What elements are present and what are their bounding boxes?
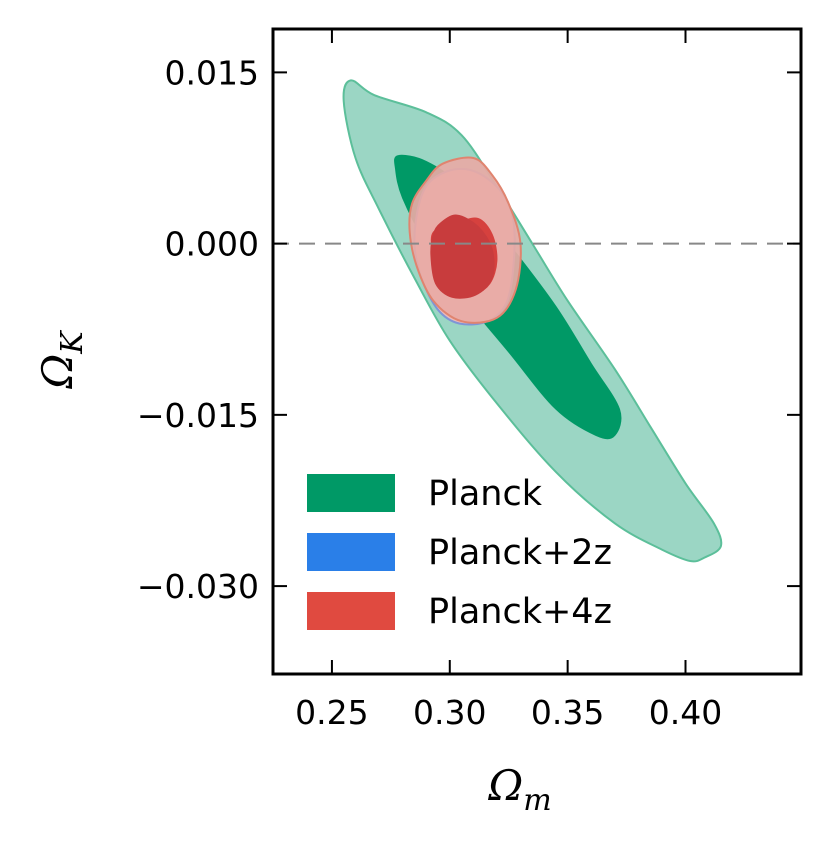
legend-swatch	[307, 592, 395, 630]
legend-swatch	[307, 474, 395, 512]
y-axis-label-sub: K	[55, 330, 90, 355]
legend-swatch	[307, 533, 395, 571]
x-tick-label: 0.25	[295, 693, 368, 732]
legend: Planck Planck+2z Planck+4z	[307, 474, 612, 632]
plot-area	[342, 79, 723, 563]
y-axis-label: ΩK	[33, 330, 90, 390]
x-axis-label-main: Ω	[487, 761, 523, 810]
contour-planck-plus-4z-68pct-inner	[430, 214, 495, 299]
y-tick-label: 0.000	[165, 225, 259, 264]
legend-label: Planck+4z	[428, 592, 612, 632]
plot-frame	[271, 27, 803, 676]
y-tick-label: 0.015	[165, 53, 259, 92]
y-axis-label-main: Ω	[33, 354, 82, 390]
axis-labels: Ωm ΩK	[33, 330, 552, 818]
legend-label: Planck	[428, 474, 543, 514]
y-tick-label: −0.030	[137, 567, 259, 606]
x-tick-label: 0.35	[531, 693, 604, 732]
x-tick-label: 0.40	[649, 693, 722, 732]
y-tick-label: −0.015	[137, 396, 259, 435]
x-tick-label: 0.30	[413, 693, 486, 732]
x-axis-label: Ωm	[487, 761, 551, 818]
legend-label: Planck+2z	[428, 533, 612, 573]
ticks: 0.25 0.30 0.35 0.40 0.015 0.000 −0.015 −0.030	[137, 29, 801, 732]
x-axis-label-sub: m	[523, 783, 551, 818]
